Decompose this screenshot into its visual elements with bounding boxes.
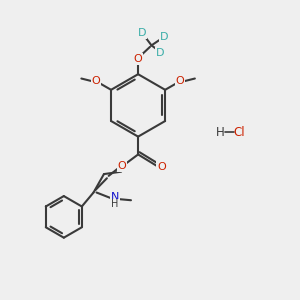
Text: H: H <box>111 200 118 209</box>
Text: O: O <box>176 76 184 86</box>
Text: O: O <box>92 76 100 86</box>
Text: O: O <box>157 162 166 172</box>
Text: O: O <box>117 161 126 171</box>
Text: Cl: Cl <box>233 126 245 139</box>
Text: D: D <box>156 48 164 58</box>
Text: D: D <box>138 28 146 38</box>
Text: O: O <box>134 54 142 64</box>
Text: D: D <box>160 32 168 42</box>
Text: H: H <box>215 126 224 139</box>
Text: N: N <box>111 192 119 202</box>
